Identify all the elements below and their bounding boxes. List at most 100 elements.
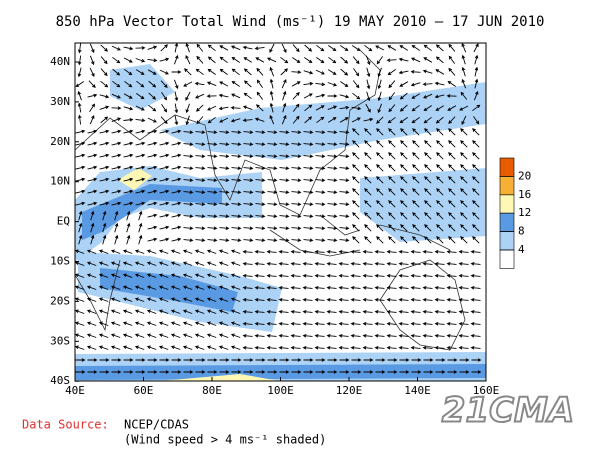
wind-arrow <box>400 200 408 208</box>
wind-arrow <box>254 249 265 254</box>
wind-arrow <box>75 153 86 158</box>
wind-arrow <box>448 67 456 76</box>
wind-arrow <box>424 140 432 148</box>
wind-arrow <box>112 80 121 88</box>
wind-arrow <box>195 202 206 207</box>
wind-arrow <box>398 321 409 326</box>
wind-arrow <box>365 55 371 66</box>
wind-arrow <box>147 177 158 182</box>
wind-arrow <box>435 44 444 52</box>
wind-arrow <box>327 190 338 195</box>
wind-arrow <box>195 93 205 99</box>
wind-arrow <box>195 370 206 374</box>
wind-arrow <box>458 249 469 254</box>
wind-arrow <box>123 201 134 206</box>
wind-arrow <box>231 166 242 171</box>
wind-arrow <box>435 116 444 124</box>
wind-arrow <box>448 164 456 172</box>
wind-arrow <box>316 57 325 64</box>
wind-arrow <box>231 142 242 147</box>
wind-arrow <box>267 142 278 147</box>
wind-arrow <box>126 222 131 233</box>
wind-arrow <box>412 128 420 136</box>
wind-arrow <box>134 345 145 350</box>
lon-label: 140E <box>404 384 431 397</box>
wind-arrow <box>269 114 275 125</box>
wind-arrow <box>422 309 433 314</box>
wind-arrow <box>134 333 145 338</box>
wind-arrow <box>374 261 385 266</box>
wind-arrow <box>350 261 361 266</box>
wind-arrow <box>254 321 265 326</box>
wind-arrow <box>147 45 158 50</box>
wind-arrow <box>86 309 97 314</box>
wind-arrow <box>267 178 278 183</box>
note: (Wind speed > 4 ms⁻¹ shaded) <box>124 433 326 447</box>
wind-arrow <box>446 249 457 254</box>
wind-arrow <box>291 166 302 171</box>
wind-arrow <box>424 212 432 220</box>
lat-axis: 40N 30N 20N 10N EQ 10S 20S 30S 40S <box>50 55 79 387</box>
wind-arrow <box>219 358 230 362</box>
wind-arrow <box>255 154 266 159</box>
wind-arrow <box>315 69 325 75</box>
wind-arrow <box>326 333 337 338</box>
wind-arrow <box>448 188 456 196</box>
wind-arrow <box>135 118 146 123</box>
wind-arrow <box>388 164 396 172</box>
wind-arrow <box>122 321 133 326</box>
wind-arrow <box>195 142 206 147</box>
wind-arrow <box>350 285 361 290</box>
wind-arrow <box>230 45 241 51</box>
wind-arrow <box>102 222 107 233</box>
wind-arrow <box>77 90 82 101</box>
wind-arrow <box>410 345 421 350</box>
wind-arrow <box>364 164 372 172</box>
wind-arrow <box>206 333 217 338</box>
wind-arrow <box>146 297 157 302</box>
wind-arrow <box>388 92 396 101</box>
wind-arrow <box>398 261 409 266</box>
wind-arrow <box>159 201 170 206</box>
wind-arrow <box>98 273 109 278</box>
wind-arrow <box>99 201 110 206</box>
lon-axis: 40E 60E 80E 100E 120E 140E 160E <box>65 377 499 397</box>
wind-arrow <box>351 45 361 52</box>
wind-arrow <box>304 57 313 64</box>
wind-arrow <box>219 68 228 75</box>
wind-arrow <box>470 273 481 278</box>
wind-vectors <box>75 43 482 374</box>
wind-arrow <box>86 345 97 350</box>
wind-arrow <box>207 190 218 195</box>
wind-arrow <box>446 321 457 326</box>
wind-arrow <box>218 309 229 314</box>
wind-arrow <box>75 309 85 314</box>
wind-arrow <box>302 273 313 278</box>
wind-arrow <box>410 273 421 278</box>
wind-arrow <box>90 210 95 221</box>
wind-arrow <box>302 261 313 266</box>
wind-arrow <box>377 91 382 102</box>
wind-arrow <box>327 69 337 75</box>
wind-arrow <box>436 224 444 232</box>
wind-arrow <box>219 166 230 171</box>
wind-arrow <box>267 226 278 231</box>
wind-arrow <box>280 68 288 76</box>
wind-arrow <box>446 94 457 98</box>
wind-arrow <box>411 370 422 374</box>
wind-arrow <box>124 69 133 76</box>
lat-label: 40N <box>50 55 70 68</box>
wind-arrow <box>266 249 277 254</box>
wind-arrow <box>146 345 157 350</box>
lat-label: EQ <box>57 215 70 228</box>
wind-arrow <box>352 212 360 220</box>
wind-arrow <box>364 44 373 52</box>
wind-arrow <box>412 188 420 196</box>
wind-arrow <box>412 152 420 160</box>
wind-arrow <box>410 333 421 338</box>
wind-arrow <box>206 81 217 87</box>
wind-arrow <box>303 238 314 243</box>
wind-arrow <box>135 153 146 158</box>
colorbar-box <box>499 176 515 196</box>
wind-arrow <box>366 67 371 78</box>
